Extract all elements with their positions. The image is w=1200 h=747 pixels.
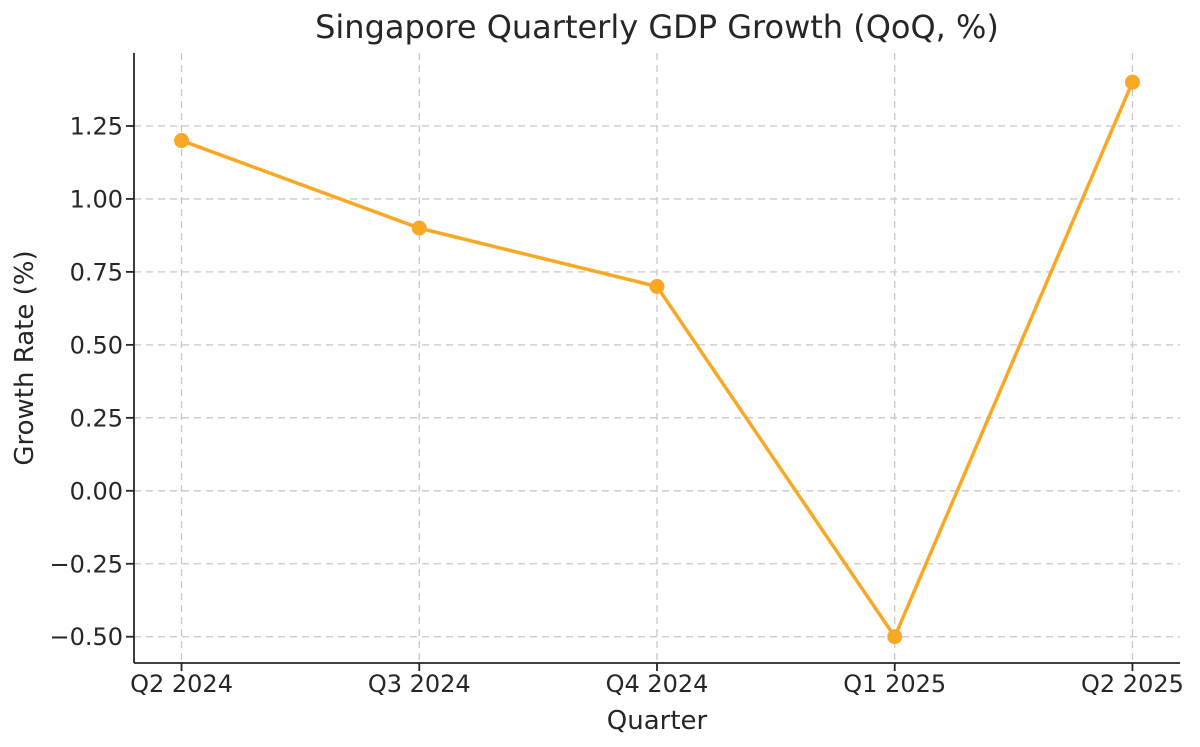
y-tick-label: 0.25 bbox=[70, 404, 123, 432]
y-tick-label: −0.50 bbox=[49, 623, 123, 651]
chart-title: Singapore Quarterly GDP Growth (QoQ, %) bbox=[315, 8, 999, 46]
data-series bbox=[174, 74, 1140, 645]
y-tick-label: 1.25 bbox=[70, 112, 123, 140]
data-point-marker bbox=[887, 629, 903, 645]
gridlines bbox=[134, 53, 1180, 663]
y-tick-label: 0.50 bbox=[70, 331, 123, 359]
y-tick-label: 0.75 bbox=[70, 258, 123, 286]
y-tick-labels: 1.25 1.00 0.75 0.50 0.25 0.00 −0.25 −0.50 bbox=[49, 112, 123, 651]
y-axis-label: Growth Rate (%) bbox=[10, 250, 40, 465]
x-axis-label: Quarter bbox=[607, 706, 708, 736]
tick-marks bbox=[126, 125, 1134, 671]
y-tick-label: 0.00 bbox=[70, 477, 123, 505]
y-tick-label: −0.25 bbox=[49, 550, 123, 578]
data-point-marker bbox=[174, 133, 190, 149]
data-point-marker bbox=[1124, 74, 1140, 90]
x-tick-label: Q2 2024 bbox=[130, 670, 233, 698]
y-tick-label: 1.00 bbox=[70, 185, 123, 213]
x-tick-label: Q3 2024 bbox=[368, 670, 471, 698]
x-tick-label: Q1 2025 bbox=[843, 670, 946, 698]
x-tick-label: Q2 2025 bbox=[1081, 670, 1184, 698]
data-point-marker bbox=[411, 220, 427, 236]
x-tick-labels: Q2 2024 Q3 2024 Q4 2024 Q1 2025 Q2 2025 bbox=[130, 670, 1184, 698]
x-tick-label: Q4 2024 bbox=[606, 670, 709, 698]
data-point-marker bbox=[649, 278, 665, 294]
